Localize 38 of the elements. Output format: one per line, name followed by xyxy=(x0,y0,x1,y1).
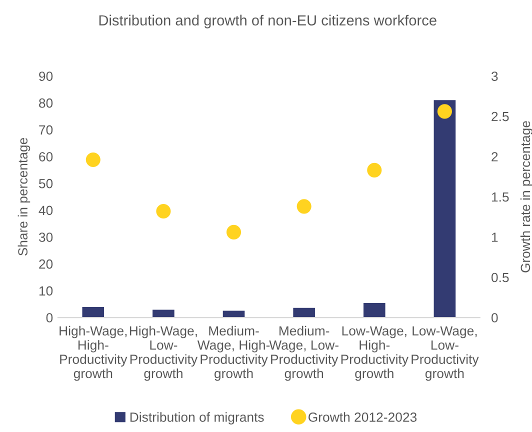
y-tick-label: 0 xyxy=(46,313,53,322)
y-tick-label: 80 xyxy=(39,98,53,108)
y2-tick-label: 2.5 xyxy=(492,112,509,122)
chart-title: Distribution and growth of non-EU citizens workforce xyxy=(99,14,436,28)
bar xyxy=(152,310,174,318)
point xyxy=(86,152,100,168)
x-tick-label: Medium- Wage, Low- Productivity growth xyxy=(269,326,338,381)
x-tick-label: Low-Wage, Low- Productivity growth xyxy=(412,326,479,381)
bar xyxy=(363,303,386,318)
y-tick-label: 90 xyxy=(39,72,53,81)
point xyxy=(367,162,382,178)
x-tick-label: Low-Wage, High- Productivity growth xyxy=(341,326,408,381)
bar xyxy=(82,307,104,318)
y2-tick-label: 1 xyxy=(492,232,498,242)
y-tick-label: 40 xyxy=(38,206,53,216)
point xyxy=(226,224,242,240)
x-tick-label: High-Wage, High- Productivity growth xyxy=(60,326,128,381)
x-tick-label: High-Wage, Low- Productivity growth xyxy=(130,326,198,381)
y-axis-title: Share in percentage xyxy=(18,138,30,256)
y2-tick-label: 0 xyxy=(491,313,498,322)
bar xyxy=(293,308,315,318)
y-tick-label: 60 xyxy=(39,152,53,162)
legend-label: Distribution of migrants xyxy=(130,412,264,424)
y-tick-label: 20 xyxy=(39,259,53,269)
y-tick-label: 30 xyxy=(38,232,53,242)
y2-tick-label: 2 xyxy=(492,152,498,162)
y-tick-label: 10 xyxy=(39,286,53,296)
point xyxy=(156,204,171,219)
x-tick-label: Medium- Wage, High- Productivity growth xyxy=(197,326,270,381)
y2-tick-label: 1.5 xyxy=(492,192,509,202)
legend-label: Growth 2012-2023 xyxy=(308,412,417,422)
bar xyxy=(434,100,456,318)
y-tick-label: 70 xyxy=(39,125,53,135)
point xyxy=(296,199,312,214)
y2-tick-label: 0.5 xyxy=(491,272,509,282)
y-tick-label: 50 xyxy=(38,178,53,188)
point xyxy=(437,104,452,119)
y2-tick-label: 3 xyxy=(491,72,498,81)
